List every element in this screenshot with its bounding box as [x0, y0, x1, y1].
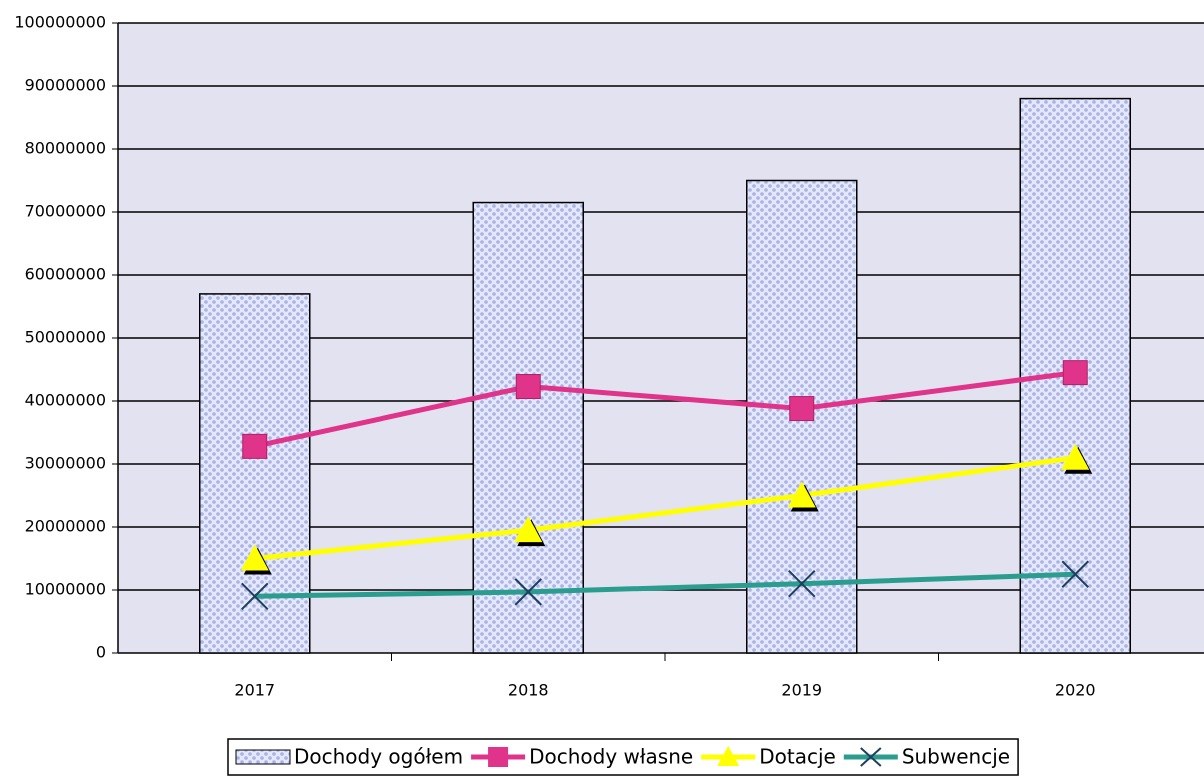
- marker: [1061, 560, 1089, 588]
- legend-label: Subwencje: [902, 745, 1010, 769]
- marker: [788, 569, 816, 598]
- bar: [472, 201, 584, 654]
- bar: [199, 293, 311, 654]
- line: [254, 370, 1076, 449]
- y-tick-label: 60000000: [25, 265, 106, 284]
- y-tick-label: 80000000: [25, 139, 106, 158]
- marker: [514, 578, 542, 606]
- marker: [1061, 443, 1090, 470]
- marker: [514, 516, 543, 543]
- x-tick-label: 2019: [781, 681, 822, 700]
- line: [254, 455, 1076, 561]
- y-tick-label: 50000000: [25, 328, 106, 347]
- marker: [242, 433, 268, 459]
- legend-label: Dochody ogółem: [294, 745, 463, 769]
- x-tick-label: 2018: [508, 681, 549, 700]
- y-tick-label: 70000000: [25, 202, 106, 221]
- legend-marker: [860, 747, 882, 767]
- y-tick-label: 20000000: [25, 517, 106, 536]
- legend-swatch: [235, 749, 291, 765]
- y-tick-label: 100000000: [14, 13, 106, 32]
- y-tick-label: 30000000: [25, 454, 106, 473]
- x-tick-label: 2020: [1055, 681, 1096, 700]
- y-tick-label: 90000000: [25, 76, 106, 95]
- legend-label: Dochody własne: [529, 745, 693, 769]
- marker: [787, 481, 816, 508]
- y-tick-label: 10000000: [25, 580, 106, 599]
- marker: [1062, 360, 1088, 386]
- legend-label: Dotacje: [759, 745, 836, 769]
- y-tick-label: 0: [96, 643, 106, 662]
- x-tick-label: 2017: [234, 681, 275, 700]
- marker: [515, 374, 541, 400]
- legend-marker: [488, 747, 509, 767]
- line: [254, 571, 1076, 599]
- y-tick-label: 40000000: [25, 391, 106, 410]
- marker: [240, 544, 269, 571]
- legend-marker: [717, 746, 740, 766]
- marker: [241, 582, 269, 611]
- marker: [789, 396, 815, 422]
